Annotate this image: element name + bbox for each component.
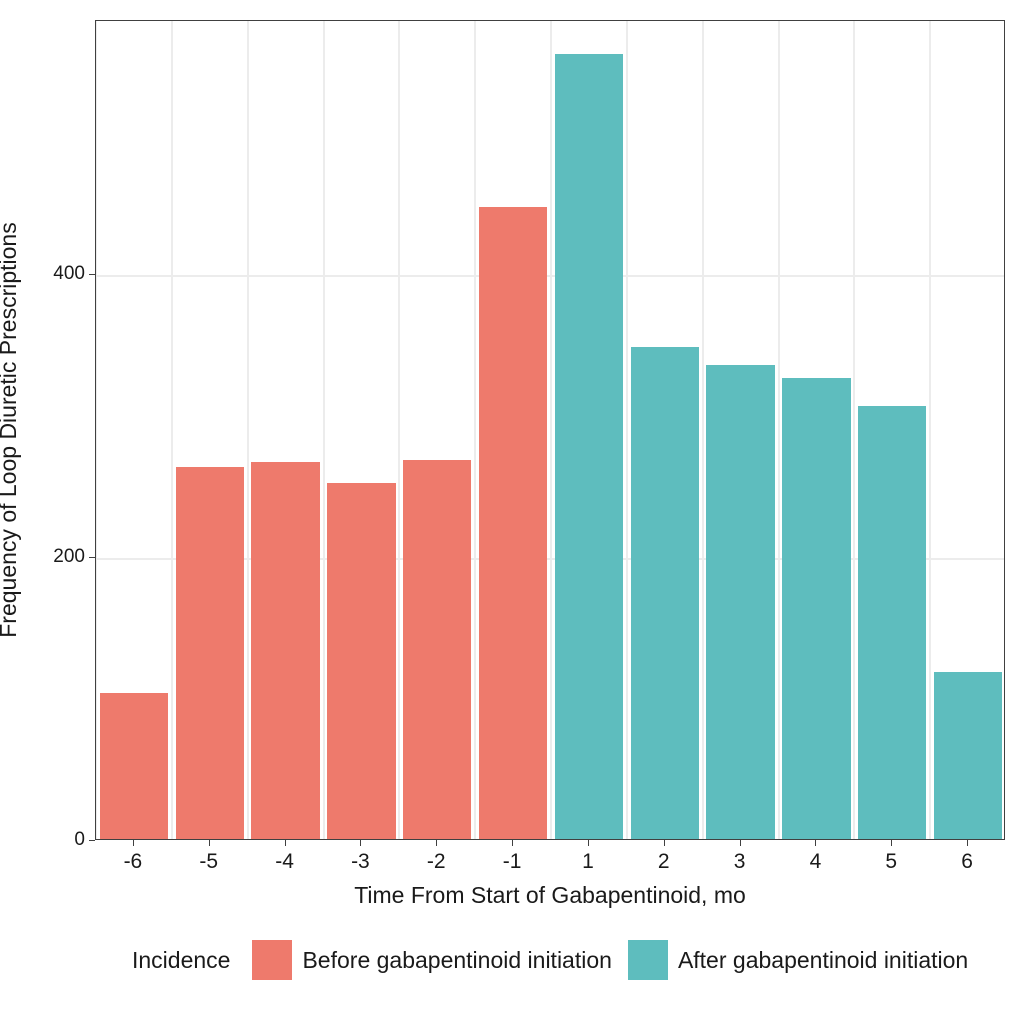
bar <box>934 672 1002 839</box>
x-tick-label: -6 <box>124 850 143 874</box>
gridline-v <box>398 21 400 840</box>
gridline-v <box>323 21 325 840</box>
legend-swatch-after <box>628 940 668 980</box>
gridline-v <box>247 21 249 840</box>
y-tick-label: 200 <box>45 546 85 568</box>
legend-item-before: Before gabapentinoid initiation <box>252 940 611 980</box>
x-tick-mark <box>360 840 361 846</box>
legend: Incidence Before gabapentinoid initiatio… <box>132 940 968 980</box>
legend-label-after: After gabapentinoid initiation <box>678 947 968 974</box>
x-tick-label: -1 <box>503 850 522 874</box>
gridline-v <box>626 21 628 840</box>
legend-item-after: After gabapentinoid initiation <box>628 940 968 980</box>
x-tick-mark <box>512 840 513 846</box>
bar <box>100 693 168 839</box>
x-tick-mark <box>891 840 892 846</box>
legend-swatch-before <box>252 940 292 980</box>
x-tick-mark <box>967 840 968 846</box>
x-tick-mark <box>436 840 437 846</box>
x-axis-label: Time From Start of Gabapentinoid, mo <box>354 882 746 909</box>
gridline-v <box>702 21 704 840</box>
bar <box>858 406 926 839</box>
bar <box>251 462 319 839</box>
bar <box>706 365 774 839</box>
x-tick-label: 3 <box>734 850 746 874</box>
gridline-v <box>171 21 173 840</box>
x-tick-label: 5 <box>885 850 897 874</box>
x-tick-mark <box>209 840 210 846</box>
bar <box>479 207 547 839</box>
x-tick-label: 2 <box>658 850 670 874</box>
bar <box>176 467 244 839</box>
bar <box>403 460 471 839</box>
x-tick-label: 1 <box>582 850 594 874</box>
x-tick-mark <box>815 840 816 846</box>
gridline-v <box>550 21 552 840</box>
x-tick-mark <box>133 840 134 846</box>
bar <box>555 54 623 839</box>
x-tick-mark <box>740 840 741 846</box>
y-tick-label: 0 <box>45 829 85 851</box>
x-tick-label: -2 <box>427 850 446 874</box>
legend-label-before: Before gabapentinoid initiation <box>302 947 611 974</box>
bar <box>631 347 699 839</box>
x-tick-label: -3 <box>351 850 370 874</box>
y-tick-mark <box>89 557 95 558</box>
x-tick-mark <box>588 840 589 846</box>
y-tick-mark <box>89 274 95 275</box>
gridline-v <box>474 21 476 840</box>
chart-container: 0 200 400 -6 -5 -4 -3 -2 -1 1 2 3 4 5 6 Frequency of … <box>0 0 1034 1010</box>
x-tick-label: -4 <box>275 850 294 874</box>
x-tick-mark <box>285 840 286 846</box>
gridline-v <box>853 21 855 840</box>
gridline-v <box>778 21 780 840</box>
y-tick-mark <box>89 840 95 841</box>
bar <box>327 483 395 839</box>
plot-panel <box>95 20 1005 840</box>
x-tick-label: 6 <box>961 850 973 874</box>
y-axis-label: Frequency of Loop Diuretic Prescriptions <box>0 222 22 637</box>
gridline-v <box>95 21 97 840</box>
x-tick-mark <box>664 840 665 846</box>
legend-title: Incidence <box>132 947 230 974</box>
bar <box>782 378 850 839</box>
x-tick-label: -5 <box>199 850 218 874</box>
y-tick-label: 400 <box>45 263 85 285</box>
gridline-v <box>929 21 931 840</box>
x-tick-label: 4 <box>810 850 822 874</box>
